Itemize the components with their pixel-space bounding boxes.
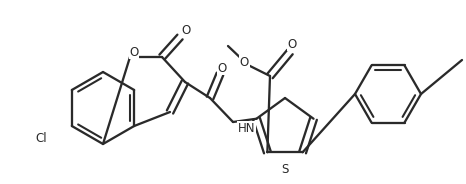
Text: S: S [281,163,289,176]
Text: HN: HN [238,121,255,135]
Text: O: O [240,56,249,68]
Text: O: O [130,45,138,59]
Text: O: O [181,24,191,36]
Text: Cl: Cl [35,132,47,144]
Text: O: O [217,61,226,75]
Text: O: O [288,38,297,50]
